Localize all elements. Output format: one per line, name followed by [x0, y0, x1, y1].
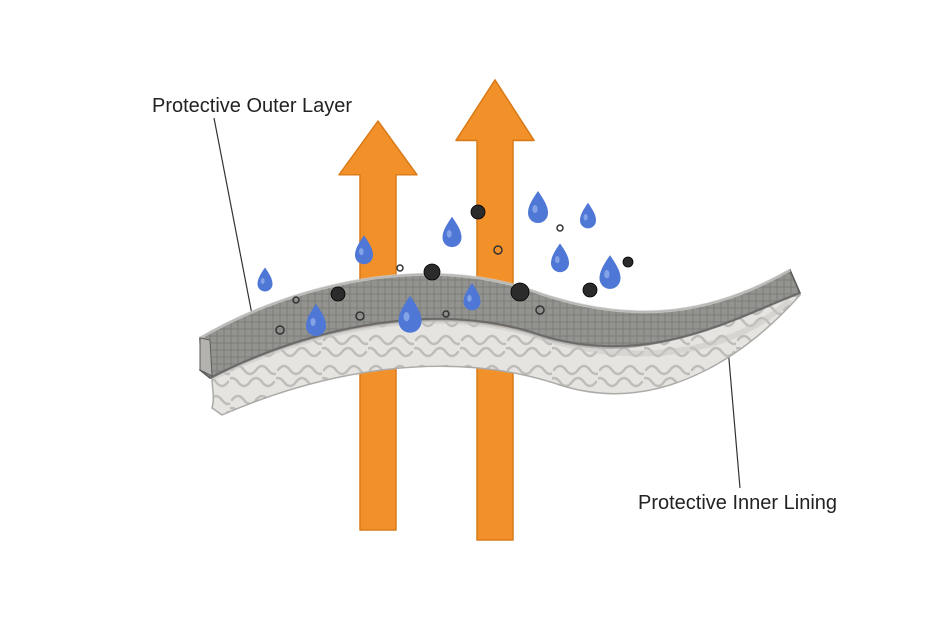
fabric-layers-diagram: Protective Outer Layer Protective Inner …	[0, 0, 945, 630]
diagram-svg	[0, 0, 945, 630]
droplet-icon	[258, 268, 273, 292]
particle-icon	[511, 283, 529, 301]
droplet-icon	[600, 255, 621, 289]
droplet-icon	[528, 191, 548, 223]
particle-icon	[397, 265, 403, 271]
particle-icon	[471, 205, 485, 219]
droplet-icon	[443, 217, 462, 247]
particle-icon	[623, 257, 633, 267]
particle-icon	[557, 225, 563, 231]
droplet-icon	[551, 243, 569, 272]
particle-icon	[583, 283, 597, 297]
particle-icon	[331, 287, 345, 301]
droplet-icon	[580, 203, 596, 229]
particle-icon	[424, 264, 440, 280]
